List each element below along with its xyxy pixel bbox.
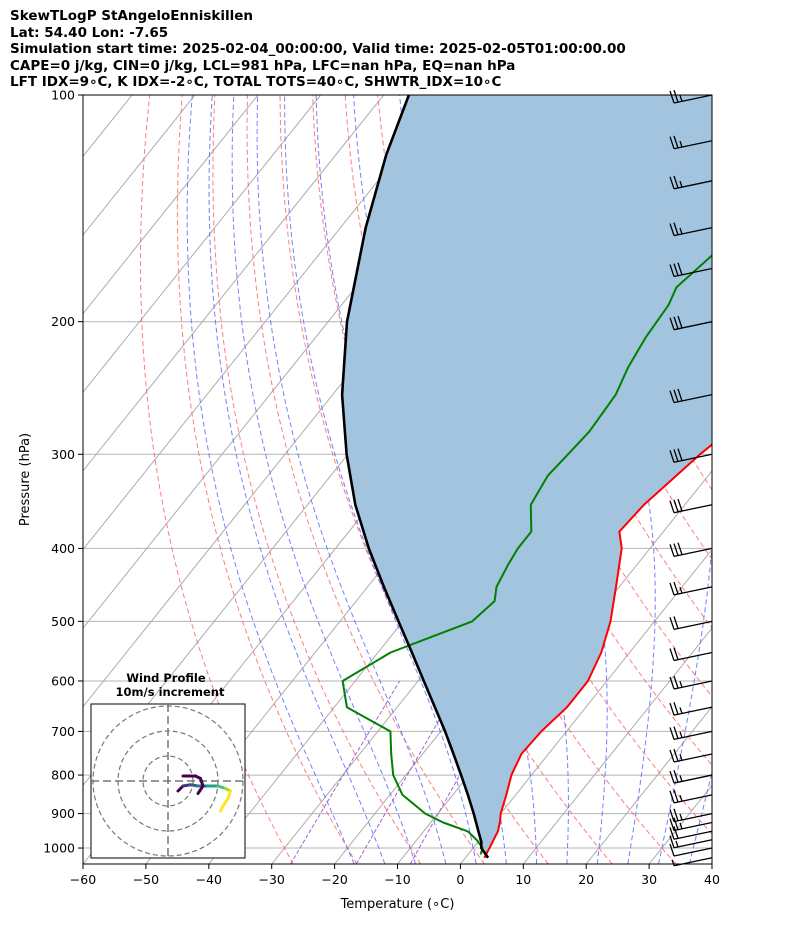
- wind-barb: [669, 826, 713, 840]
- x-tick-label: −20: [321, 872, 347, 887]
- wind-barb: [669, 448, 713, 463]
- x-tick-label: −30: [259, 872, 285, 887]
- dry-adiabat: [140, 95, 294, 864]
- wind-barb: [669, 135, 713, 150]
- wind-barb: [669, 581, 713, 596]
- y-tick-label: 500: [51, 614, 75, 629]
- wind-barb: [669, 315, 713, 331]
- wind-barb: [669, 647, 713, 662]
- isotherm-line: [83, 95, 196, 236]
- hodograph-title: Wind Profile: [126, 671, 206, 685]
- x-tick-label: −10: [384, 872, 410, 887]
- hodograph-trace: [221, 797, 230, 808]
- hodograph-trace: [196, 784, 205, 795]
- y-tick-label: 400: [51, 541, 75, 556]
- moist-adiabat: [208, 95, 386, 864]
- hodograph-trace: [219, 804, 225, 813]
- hodograph-subtitle: 10m/s increment: [116, 685, 225, 699]
- y-tick-label: 900: [51, 806, 75, 821]
- wind-barb: [669, 222, 713, 237]
- wind-barb: [669, 175, 713, 190]
- y-tick-label: 200: [51, 314, 75, 329]
- isotherm-line: [83, 95, 322, 394]
- cape-cin-line: CAPE=0 j/kg, CIN=0 j/kg, LCL=981 hPa, LF…: [10, 57, 516, 74]
- isotherm-line: [460, 548, 712, 864]
- chart-header: SkewTLogP StAngeloEnniskillen Lat: 54.40…: [10, 8, 626, 91]
- simulation-time-line: Simulation start time: 2025-02-04_00:00:…: [10, 41, 626, 58]
- temperature-profile: [483, 443, 712, 859]
- dewpoint-profile: [341, 254, 712, 855]
- wind-barb: [669, 498, 713, 514]
- x-tick-label: 10: [515, 872, 531, 887]
- chart-title: SkewTLogP StAngeloEnniskillen: [10, 8, 253, 24]
- y-tick-label: 1000: [43, 841, 75, 856]
- isotherm-line: [83, 95, 259, 315]
- wind-barb: [669, 702, 713, 716]
- mixing-ratio-line: [290, 680, 401, 864]
- moist-adiabat: [186, 95, 355, 864]
- wind-barb: [669, 808, 713, 823]
- wind-barb: [669, 89, 713, 104]
- y-tick-label: 800: [51, 768, 75, 783]
- x-tick-label: 40: [704, 872, 720, 887]
- y-tick-label: 700: [51, 724, 75, 739]
- moist-adiabat: [256, 95, 447, 864]
- y-tick-label: 300: [51, 447, 75, 462]
- dry-adiabat: [703, 95, 712, 119]
- dry-adiabat: [736, 95, 794, 864]
- wind-barb: [669, 789, 713, 804]
- y-tick-label: 100: [51, 88, 75, 103]
- cin-shading: [342, 95, 712, 858]
- x-tick-label: −50: [133, 872, 159, 887]
- isotherm-line: [0, 95, 69, 864]
- y-axis-label: Pressure (hPa): [18, 433, 33, 526]
- wind-barb: [671, 857, 713, 867]
- wind-barb: [669, 835, 713, 849]
- wind-barb: [669, 843, 713, 857]
- y-tick-label: 600: [51, 673, 75, 688]
- isotherm-line: [83, 95, 385, 472]
- indices-line: LFT IDX=9∘C, K IDX=-2∘C, TOTAL TOTS=40∘C…: [10, 74, 502, 91]
- wind-barb: [669, 262, 713, 278]
- dry-adiabat: [769, 95, 794, 864]
- wind-barb: [669, 675, 713, 690]
- wind-barb: [669, 616, 713, 630]
- parcel-profile: [340, 95, 490, 859]
- dry-adiabat: [176, 95, 358, 864]
- isotherm-line: [83, 95, 447, 551]
- moist-adiabat: [231, 95, 416, 864]
- wind-barb: [669, 726, 713, 741]
- x-tick-label: −60: [70, 872, 96, 887]
- location-line: Lat: 54.40 Lon: -7.65: [10, 24, 169, 41]
- isotherm-line: [711, 863, 712, 864]
- moist-adiabat: [284, 95, 477, 864]
- wind-barb: [669, 748, 713, 763]
- x-tick-label: 0: [456, 872, 464, 887]
- dry-adiabat: [212, 95, 422, 864]
- moist-adiabat: [629, 95, 712, 864]
- x-tick-label: 30: [641, 872, 657, 887]
- x-tick-label: 20: [578, 872, 594, 887]
- x-tick-label: −40: [196, 872, 222, 887]
- wind-barb: [669, 388, 713, 404]
- x-axis-label: Temperature (∘C): [340, 897, 455, 912]
- isotherm-line: [522, 627, 712, 864]
- dry-adiabat: [409, 95, 712, 766]
- wind-barb: [669, 770, 713, 784]
- dry-adiabat: [246, 95, 485, 864]
- wind-barb: [669, 817, 713, 832]
- moist-adiabat: [720, 95, 794, 864]
- wind-barb: [669, 542, 713, 558]
- mixing-ratio-line: [355, 680, 463, 864]
